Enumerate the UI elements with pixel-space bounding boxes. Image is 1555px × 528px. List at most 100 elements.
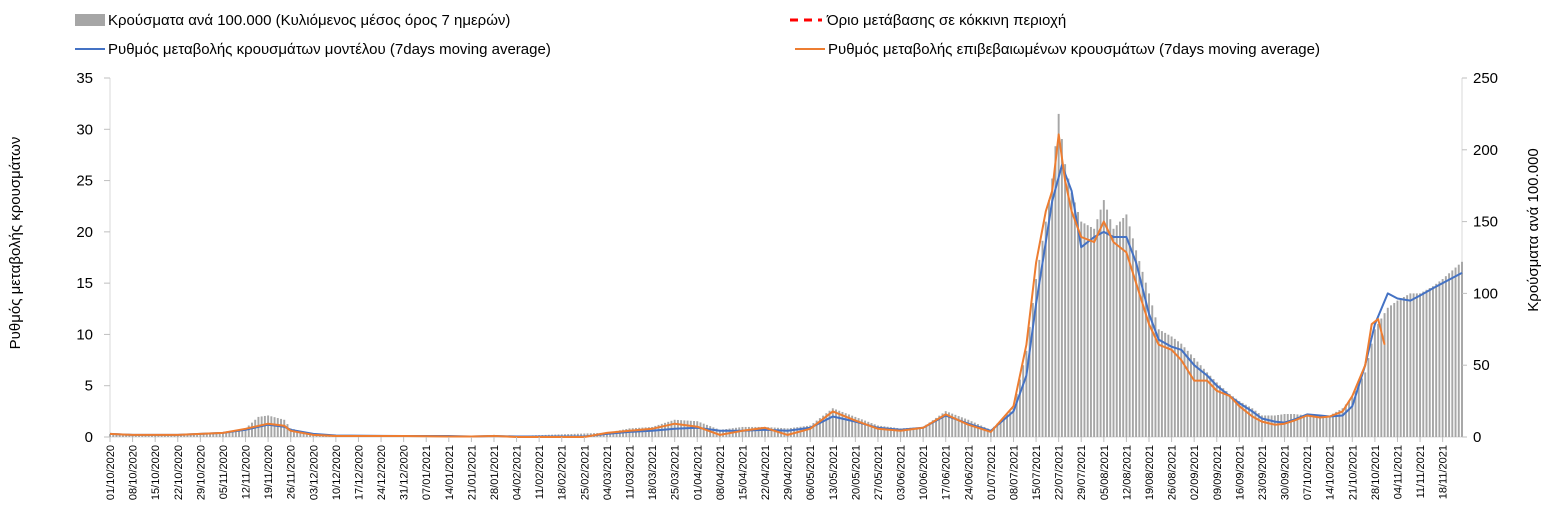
bar xyxy=(1438,281,1441,437)
bar xyxy=(1419,293,1422,437)
bar xyxy=(1183,347,1186,437)
x-tick-label: 08/10/2020 xyxy=(128,445,140,500)
x-tick-label: 04/02/2021 xyxy=(512,445,524,500)
bar xyxy=(702,423,705,437)
x-tick-label: 28/01/2021 xyxy=(489,445,501,500)
bar xyxy=(931,420,934,437)
bar xyxy=(202,433,205,437)
x-tick-label: 03/12/2020 xyxy=(308,445,320,500)
bar xyxy=(641,427,644,437)
bar xyxy=(1306,415,1309,437)
bar xyxy=(935,417,938,437)
x-tick-label: 10/06/2021 xyxy=(918,445,930,500)
bar xyxy=(576,433,579,437)
bar xyxy=(867,421,870,437)
bar xyxy=(647,427,650,437)
x-tick-label: 12/11/2020 xyxy=(241,445,253,499)
bar xyxy=(231,430,234,437)
bar xyxy=(1451,270,1454,437)
bar xyxy=(1319,415,1321,437)
x-tick-label: 17/06/2021 xyxy=(941,445,953,500)
bar xyxy=(1160,331,1163,437)
bar xyxy=(183,434,186,437)
bar xyxy=(1457,264,1460,437)
x-tick-label: 22/04/2021 xyxy=(760,445,772,500)
bar xyxy=(1180,343,1183,437)
bar xyxy=(1118,221,1121,437)
bar xyxy=(999,420,1002,437)
bar xyxy=(996,423,999,437)
bar xyxy=(883,426,886,437)
bar xyxy=(234,430,237,437)
bar xyxy=(925,424,928,437)
bar xyxy=(841,411,844,437)
bar xyxy=(286,424,289,437)
bar xyxy=(1219,385,1221,437)
x-tick-label: 24/06/2021 xyxy=(963,445,975,500)
x-tick-label: 29/04/2021 xyxy=(783,445,795,500)
bar xyxy=(1293,414,1296,437)
bar xyxy=(1044,221,1047,437)
bar xyxy=(947,412,950,437)
bar xyxy=(1157,329,1160,437)
bar xyxy=(835,409,837,437)
x-tick-label: 17/12/2020 xyxy=(353,445,365,500)
x-tick-label: 26/11/2020 xyxy=(286,445,298,499)
bar xyxy=(967,419,970,437)
legend-label-cases: Κρούσματα ανά 100.000 (Κυλιόμενος μέσος … xyxy=(108,12,510,29)
bar xyxy=(1380,318,1383,437)
x-tick-label: 07/10/2021 xyxy=(1302,445,1314,500)
bar xyxy=(980,425,983,437)
x-tick-label: 03/06/2021 xyxy=(896,445,908,500)
bar xyxy=(983,426,986,437)
bar xyxy=(1257,413,1260,437)
bar xyxy=(818,418,821,437)
bar xyxy=(854,416,857,437)
bar xyxy=(1177,341,1180,437)
x-tick-label: 01/04/2021 xyxy=(692,445,704,500)
x-tick-label: 18/11/2021 xyxy=(1438,445,1450,499)
bar xyxy=(1273,415,1276,437)
bar xyxy=(802,426,805,437)
bar xyxy=(1015,393,1018,437)
bar xyxy=(1286,414,1289,437)
bar xyxy=(176,434,179,437)
bar xyxy=(1112,228,1115,437)
bar xyxy=(1377,323,1380,437)
bar xyxy=(1025,350,1028,437)
bar xyxy=(886,426,889,437)
bar xyxy=(954,414,957,437)
bar xyxy=(1444,276,1447,437)
bar xyxy=(1241,402,1244,437)
bar xyxy=(1341,408,1344,437)
bar xyxy=(864,420,867,437)
series-line-2 xyxy=(109,164,1463,438)
bar xyxy=(928,422,931,437)
bar xyxy=(831,408,834,437)
bar xyxy=(583,433,586,437)
bar xyxy=(773,427,776,437)
x-tick-label: 25/03/2021 xyxy=(670,445,682,500)
x-tick-label: 20/05/2021 xyxy=(850,445,862,500)
bar xyxy=(1006,414,1008,437)
bar xyxy=(1031,302,1034,437)
bar xyxy=(1412,293,1415,437)
bar xyxy=(1409,293,1412,437)
bar xyxy=(1099,209,1102,437)
x-tick-label: 06/05/2021 xyxy=(805,445,817,500)
bar xyxy=(270,416,273,437)
bar xyxy=(173,434,176,437)
bar xyxy=(112,434,115,437)
bar xyxy=(1173,338,1176,437)
bar xyxy=(693,420,696,437)
x-tick-label: 23/09/2021 xyxy=(1257,445,1269,500)
bar xyxy=(1115,225,1118,437)
bar xyxy=(125,434,128,437)
left-tick-label: 30 xyxy=(76,121,93,138)
x-tick-label: 19/11/2020 xyxy=(263,445,275,499)
bar xyxy=(218,432,221,437)
bar xyxy=(893,427,896,437)
bar xyxy=(909,427,912,437)
bar xyxy=(1244,404,1247,437)
bar xyxy=(199,433,202,437)
